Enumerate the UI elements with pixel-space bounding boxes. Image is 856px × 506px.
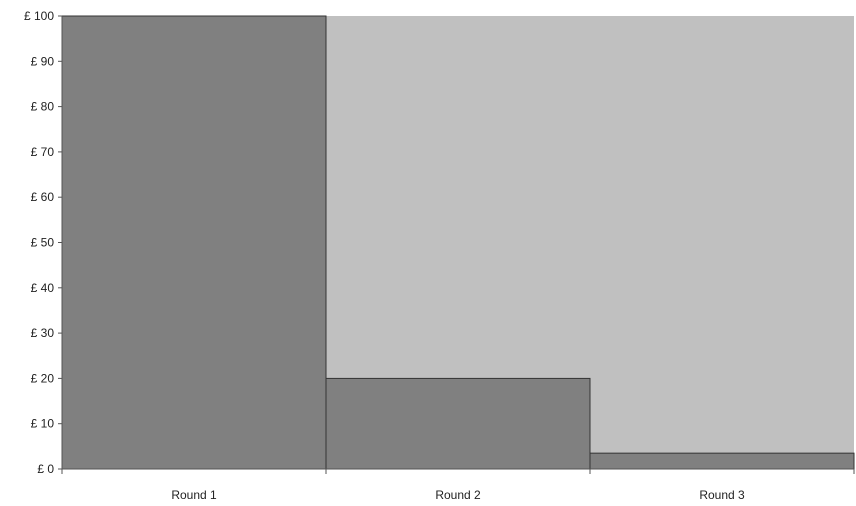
y-tick-label: £ 40 [31, 281, 55, 295]
y-tick-label: £ 60 [31, 190, 55, 204]
y-tick-label: £ 100 [24, 9, 54, 23]
y-tick-label: £ 50 [31, 236, 55, 250]
x-tick-label: Round 2 [435, 488, 481, 502]
y-tick-label: £ 70 [31, 145, 55, 159]
y-tick-label: £ 80 [31, 100, 55, 114]
y-tick-label: £ 10 [31, 417, 55, 431]
bar-round-2 [325, 377, 591, 470]
y-axis: £ 0 £ 10 £ 20 £ 30 £ 40 £ 50 £ 60 £ 70 £ 80 £ 90 £… [24, 9, 63, 476]
y-tick-label: £ 90 [31, 54, 55, 68]
y-tick-label: £ 0 [37, 462, 54, 476]
y-tick-label: £ 20 [31, 371, 55, 385]
bars-group [61, 15, 855, 470]
x-axis: Round 1 Round 2 Round 3 [61, 468, 855, 502]
bar-round-3 [589, 452, 855, 470]
x-tick-label: Round 3 [699, 488, 745, 502]
y-tick-label: £ 30 [31, 326, 55, 340]
bar-round-1 [61, 15, 327, 470]
x-tick-label: Round 1 [171, 488, 217, 502]
